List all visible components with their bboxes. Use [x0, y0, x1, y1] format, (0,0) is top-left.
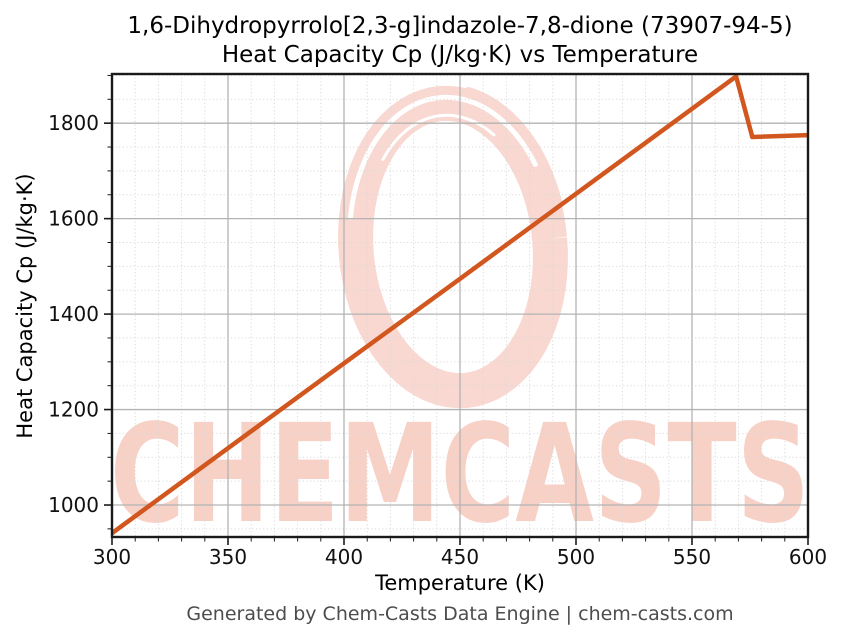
cp-line — [112, 74, 808, 536]
chart-subtitle: Heat Capacity Cp (J/kg·K) vs Temperature — [221, 42, 699, 68]
y-axis-label: Heat Capacity Cp (J/kg·K) — [13, 173, 37, 439]
x-tick-labels: 300 350 400 450 500 550 600 — [93, 545, 827, 569]
y-tick-label: 1400 — [48, 302, 99, 326]
y-tick-label: 1000 — [48, 493, 99, 517]
y-tick-label: 1200 — [48, 398, 99, 422]
x-tick-label: 500 — [557, 545, 595, 569]
watermark-swirl-icon — [338, 85, 568, 409]
x-tick-label: 300 — [93, 545, 131, 569]
watermark-swirl-highlight — [381, 113, 496, 161]
x-tick-label: 550 — [673, 545, 711, 569]
x-tick-label: 450 — [441, 545, 479, 569]
y-tick-labels: 1000 1200 1400 1600 1800 — [48, 111, 99, 517]
watermark-swirl-tail — [464, 87, 563, 208]
x-tick-label: 400 — [325, 545, 363, 569]
chart-title: 1,6-Dihydropyrrolo[2,3-g]indazole-7,8-di… — [127, 13, 793, 39]
x-tick-label: 600 — [789, 545, 827, 569]
minor-ticks — [107, 74, 786, 542]
axes-spines — [110, 72, 810, 539]
footer-credit: Generated by Chem-Casts Data Engine | ch… — [186, 603, 734, 625]
y-tick-label: 1800 — [48, 111, 99, 135]
y-tick-label: 1600 — [48, 207, 99, 231]
x-axis-label: Temperature (K) — [375, 571, 545, 595]
major-ticks — [104, 122, 809, 545]
x-tick-label: 350 — [209, 545, 247, 569]
series-heat-capacity — [112, 74, 808, 536]
